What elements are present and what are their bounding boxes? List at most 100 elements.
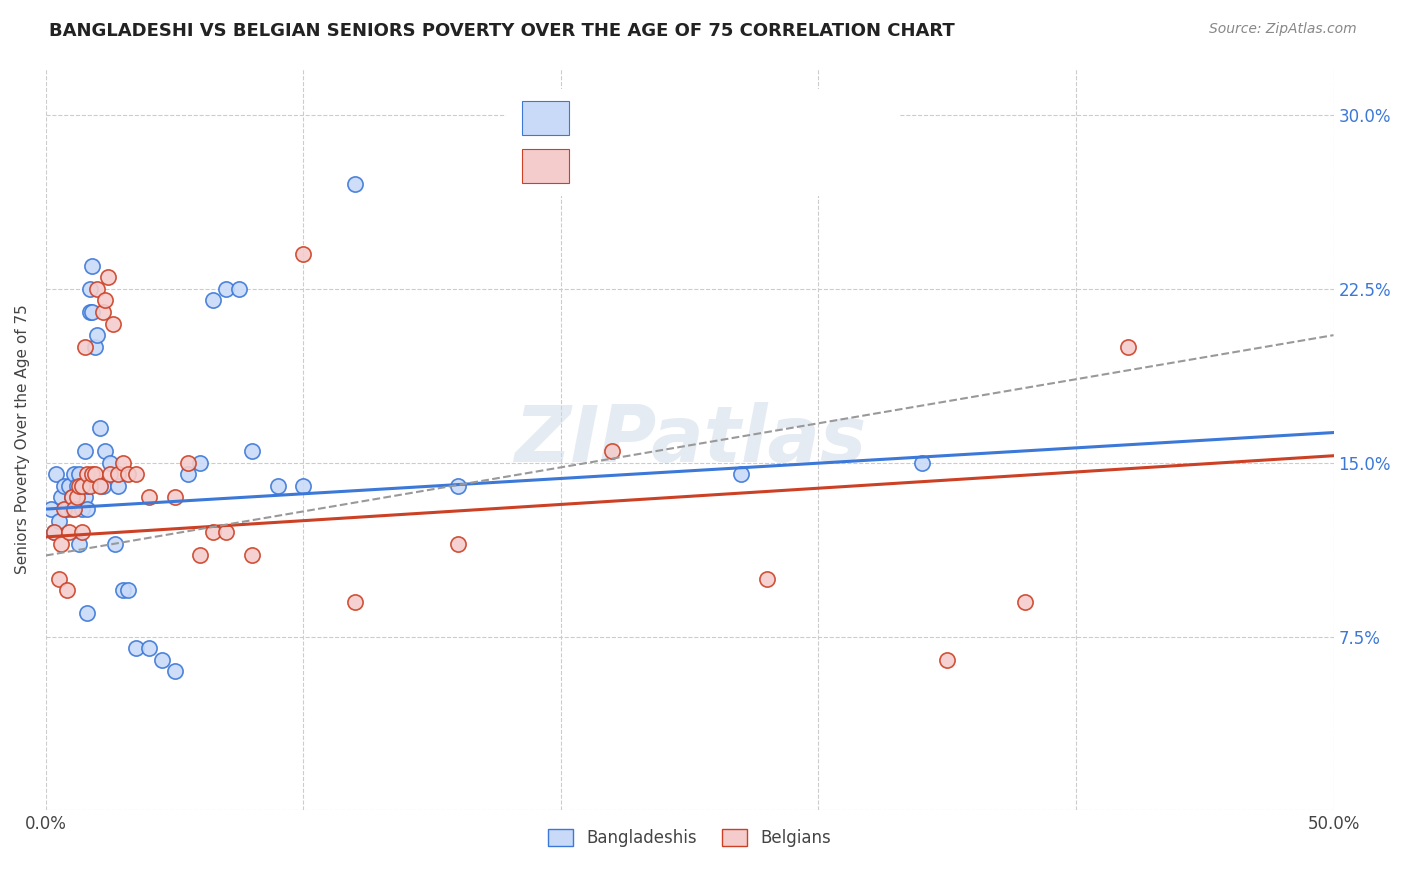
Point	[104, 537, 127, 551]
Point	[1014, 595, 1036, 609]
Point	[70, 502, 93, 516]
Point	[63, 502, 86, 516]
Point	[73, 491, 96, 505]
Point	[163, 665, 186, 679]
Point	[215, 282, 238, 296]
Point	[602, 444, 624, 458]
Point	[107, 467, 129, 482]
Point	[70, 479, 93, 493]
Point	[91, 479, 114, 493]
Point	[98, 467, 121, 482]
Point	[82, 259, 104, 273]
Text: ZIPatlas: ZIPatlas	[513, 401, 866, 477]
Point	[138, 491, 160, 505]
Point	[76, 502, 98, 516]
Point	[89, 421, 111, 435]
Point	[138, 641, 160, 656]
Point	[86, 282, 108, 296]
Point	[936, 653, 959, 667]
Point	[66, 479, 89, 493]
Point	[83, 340, 105, 354]
Point	[51, 491, 73, 505]
Point	[48, 572, 70, 586]
Point	[112, 456, 135, 470]
Point	[60, 491, 83, 505]
Point	[82, 305, 104, 319]
Point	[73, 340, 96, 354]
Point	[730, 467, 752, 482]
Point	[89, 479, 111, 493]
Point	[69, 467, 91, 482]
Point	[112, 583, 135, 598]
Point	[63, 467, 86, 482]
Point	[756, 572, 779, 586]
Text: BANGLADESHI VS BELGIAN SENIORS POVERTY OVER THE AGE OF 75 CORRELATION CHART: BANGLADESHI VS BELGIAN SENIORS POVERTY O…	[49, 22, 955, 40]
Point	[125, 467, 148, 482]
Point	[190, 456, 212, 470]
Point	[53, 502, 76, 516]
Text: R = 0.146   N = 51: R = 0.146 N = 51	[589, 109, 759, 127]
Point	[55, 502, 77, 516]
Point	[76, 479, 98, 493]
Point	[42, 525, 65, 540]
Point	[125, 641, 148, 656]
Point	[292, 479, 315, 493]
Point	[55, 583, 77, 598]
Point	[48, 514, 70, 528]
Point	[176, 467, 198, 482]
Point	[91, 305, 114, 319]
Point	[58, 479, 80, 493]
Point	[343, 178, 366, 192]
Point	[73, 444, 96, 458]
FancyBboxPatch shape	[522, 101, 569, 136]
Point	[117, 467, 139, 482]
Point	[60, 491, 83, 505]
Point	[79, 305, 101, 319]
Text: Source: ZipAtlas.com: Source: ZipAtlas.com	[1209, 22, 1357, 37]
FancyBboxPatch shape	[522, 149, 569, 184]
Point	[101, 317, 124, 331]
Point	[910, 456, 932, 470]
Point	[53, 479, 76, 493]
Point	[150, 653, 173, 667]
Point	[1116, 340, 1139, 354]
Point	[176, 456, 198, 470]
Point	[447, 479, 470, 493]
Point	[82, 467, 104, 482]
Point	[117, 583, 139, 598]
Point	[98, 456, 121, 470]
Text: R = 0.164   N = 43: R = 0.164 N = 43	[589, 157, 759, 175]
Point	[240, 444, 263, 458]
Point	[202, 525, 225, 540]
Point	[107, 479, 129, 493]
Point	[79, 479, 101, 493]
Point	[42, 525, 65, 540]
Point	[94, 444, 117, 458]
Y-axis label: Seniors Poverty Over the Age of 75: Seniors Poverty Over the Age of 75	[15, 305, 30, 574]
Point	[343, 595, 366, 609]
Point	[79, 282, 101, 296]
Point	[447, 537, 470, 551]
Legend: Bangladeshis, Belgians: Bangladeshis, Belgians	[541, 822, 838, 855]
Point	[83, 467, 105, 482]
Point	[190, 549, 212, 563]
Point	[86, 328, 108, 343]
Point	[228, 282, 250, 296]
Point	[163, 491, 186, 505]
Point	[66, 491, 89, 505]
Point	[39, 502, 62, 516]
Point	[45, 467, 67, 482]
Point	[51, 537, 73, 551]
Point	[58, 525, 80, 540]
Point	[76, 467, 98, 482]
Point	[267, 479, 290, 493]
Point	[70, 525, 93, 540]
Point	[292, 247, 315, 261]
Point	[76, 607, 98, 621]
Point	[94, 293, 117, 308]
Point	[69, 479, 91, 493]
FancyBboxPatch shape	[498, 87, 908, 198]
Point	[240, 549, 263, 563]
Point	[70, 479, 93, 493]
Point	[69, 537, 91, 551]
